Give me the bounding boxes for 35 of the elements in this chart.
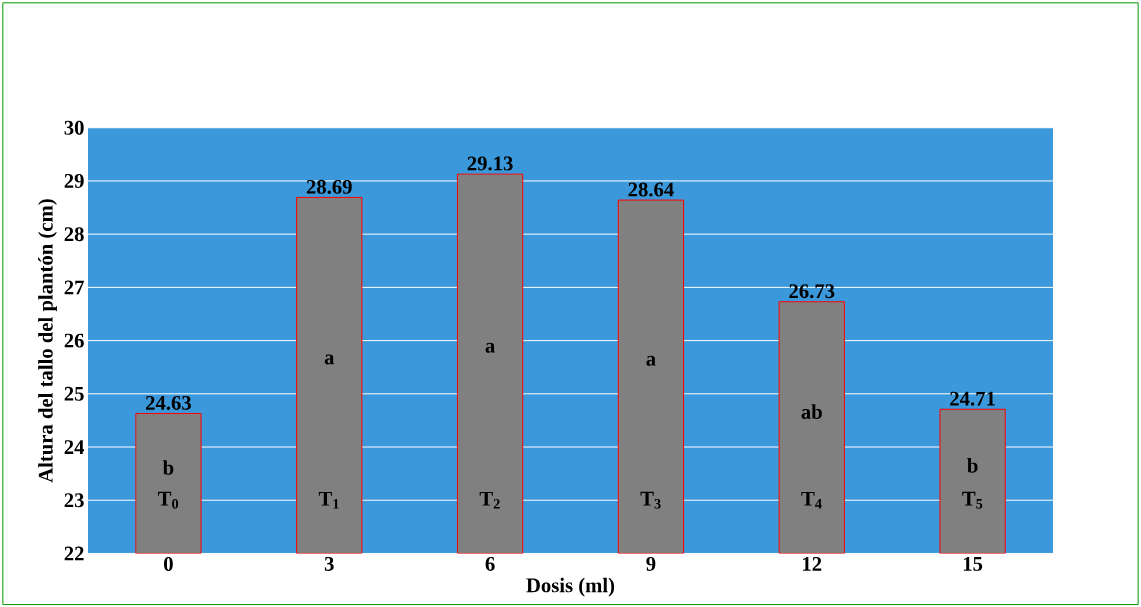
y-tick-label: 25 <box>64 386 84 401</box>
y-axis-title: Altura del tallo del plantón (cm) <box>38 199 57 483</box>
x-tick-label: 6 <box>485 556 495 571</box>
y-tick-label: 23 <box>64 493 84 508</box>
annotation: T$_{0}$ <box>158 491 179 509</box>
y-tick-label: 28 <box>64 227 84 241</box>
annotation: T$_{5}$ <box>962 491 983 509</box>
annotation: T$_{2}$ <box>479 491 500 509</box>
y-tick-label: 29 <box>64 173 84 188</box>
x-tick-label: 12 <box>803 556 822 571</box>
y-tick-label: 30 <box>64 120 84 135</box>
annotation: a <box>646 355 656 366</box>
x-tick-label: 0 <box>164 556 173 571</box>
y-tick-label: 22 <box>64 546 84 561</box>
data-label: 28.64 <box>628 182 674 197</box>
data-label: 29.13 <box>467 156 513 171</box>
annotation: a <box>485 342 495 353</box>
annotation: T$_{3}$ <box>640 491 661 509</box>
annotation: T$_{1}$ <box>318 491 339 509</box>
annotation: b <box>162 460 174 475</box>
annotation: a <box>324 354 335 365</box>
y-tick-label: 26 <box>64 333 84 348</box>
annotation: T$_{4}$ <box>801 491 822 509</box>
y-tick-label: 24 <box>64 440 85 454</box>
data-label: 24.63 <box>146 395 191 410</box>
annotation: b <box>967 457 978 473</box>
x-tick-label: 3 <box>324 556 334 571</box>
x-tick-label: 9 <box>646 556 656 571</box>
data-label: 26.73 <box>789 284 835 299</box>
data-label: 28.69 <box>306 179 352 194</box>
x-tick-label: 15 <box>963 556 983 571</box>
x-axis-title: Dosis (ml) <box>526 577 615 597</box>
annotation: ab <box>801 404 822 419</box>
data-label: 24.71 <box>950 391 995 406</box>
y-tick-label: 27 <box>64 280 84 295</box>
